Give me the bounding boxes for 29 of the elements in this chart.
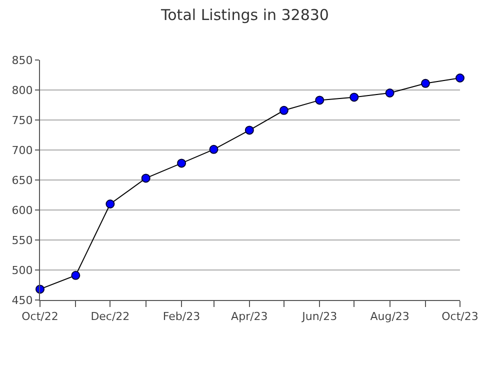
point	[209, 144, 218, 154]
point	[141, 174, 150, 183]
point	[420, 78, 430, 88]
point	[106, 200, 115, 208]
point	[244, 126, 254, 135]
point	[350, 92, 359, 102]
y-tick-label: 800	[12, 84, 33, 97]
y-tick-label: 850	[12, 54, 33, 67]
y-tick-label: 650	[12, 174, 33, 187]
y-tick-label: 450	[12, 294, 33, 307]
y-tick-label: 550	[12, 234, 33, 247]
x-tick-label: Aug/23	[370, 310, 410, 324]
x-tick-label: Jun/23	[301, 310, 338, 324]
point	[456, 74, 464, 82]
point	[385, 88, 394, 98]
chart-title: Total Listings in 32830	[160, 6, 329, 24]
point	[71, 270, 80, 280]
x-tick-label: Dec/22	[90, 310, 130, 324]
y-tick-label: 700	[12, 144, 33, 157]
point	[177, 158, 186, 168]
x-tick-label: Oct/22	[22, 310, 58, 324]
y-tick-label: 750	[12, 114, 33, 127]
x-tick-label: Feb/23	[162, 310, 200, 324]
y-tick-label: 600	[12, 204, 33, 217]
y-tick-label: 500	[12, 264, 33, 277]
point	[315, 96, 324, 105]
point	[279, 106, 288, 115]
x-tick-label: Apr/23	[231, 310, 268, 324]
x-tick-label: Oct/23	[442, 310, 478, 324]
